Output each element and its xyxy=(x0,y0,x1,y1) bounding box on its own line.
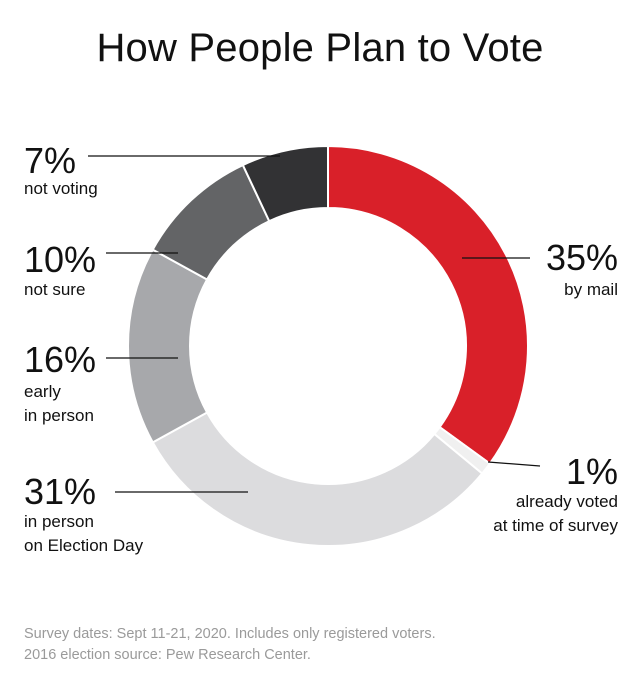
slice-value-already-voted: 1% xyxy=(565,451,618,492)
donut-slice-election-day xyxy=(151,411,484,547)
slice-value-not-sure: 10% xyxy=(24,239,97,280)
leader-line-already-voted xyxy=(487,461,541,467)
footnote-survey-dates: Survey dates: Sept 11-21, 2020. Includes… xyxy=(24,626,436,642)
slice-label-not-voting: not voting xyxy=(24,179,98,198)
slice-label-already-voted: already voted at time of survey xyxy=(493,492,618,535)
donut-slice-not-voting xyxy=(241,144,329,223)
donut-slice-by-mail xyxy=(327,144,529,465)
slice-label-election-day: in person on Election Day xyxy=(24,512,144,555)
chart-title: How People Plan to Vote xyxy=(96,26,544,70)
slice-label-early-in-person: early in person xyxy=(24,382,94,425)
donut-slice-early-in-person xyxy=(127,248,209,444)
footnote-source: 2016 election source: Pew Research Cente… xyxy=(24,647,311,663)
slice-value-election-day: 31% xyxy=(24,471,97,512)
slice-value-early-in-person: 16% xyxy=(24,339,97,380)
slice-value-not-voting: 7% xyxy=(24,140,77,181)
slice-label-by-mail: by mail xyxy=(564,280,618,299)
slice-value-by-mail: 35% xyxy=(545,237,618,278)
slice-label-not-sure: not sure xyxy=(24,280,86,299)
